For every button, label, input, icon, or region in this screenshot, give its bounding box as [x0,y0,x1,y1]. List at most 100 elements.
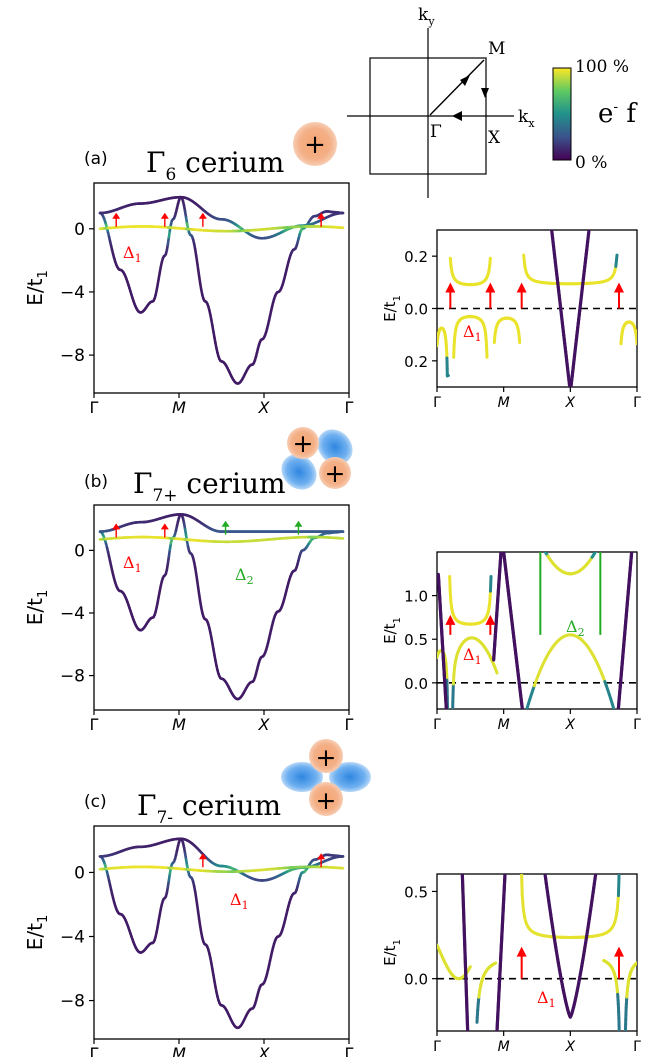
y-axis-label-text: E/t [381,945,399,966]
y-tick-label: 0.2 [404,353,428,371]
gap-label-delta1: Δ1 [123,243,142,265]
plus-icon: + [325,459,346,488]
lower-hybrid-band [623,743,625,749]
lower-hybrid-band [627,762,629,769]
orbital-lobe-orange [319,457,351,489]
gap-label-delta1-sub: 1 [475,654,482,667]
orbital-gamma7plus: + + [281,427,353,490]
orbital-gamma7minus: + + [281,739,371,816]
gap-label-delta1-symbol: Δ [123,243,135,262]
x-tick-label: Γ [90,715,99,734]
panel-a-title: (a) Γ6 cerium [84,146,284,185]
y-tick-label: −4 [60,928,85,948]
upper-hybrid-band [542,545,543,546]
lower-hybrid-band [626,756,628,763]
bz-arrow-mx [481,88,489,98]
panel-a-letter: (a) [84,149,108,169]
upper-hybrid-band [543,547,544,548]
y-tick-label: 1.0 [404,588,428,606]
x-tick-label: Γ [633,395,641,411]
lower-hybrid-band [521,725,523,731]
plot-frame [93,825,350,1040]
gap-arrow-red-head [317,212,326,219]
plus-icon: + [316,743,337,772]
x-tick-label: M [172,398,186,417]
gap-label-delta2-sub: 2 [247,574,254,587]
panel-c-letter: (c) [84,792,107,812]
orbital-lobe-blue [317,429,353,465]
bz-ky-label: ky [418,5,435,28]
x-tick-label: M [498,717,510,733]
gap-label-delta2: Δ2 [566,617,585,639]
lower-hybrid-band [515,749,517,755]
brillouin-zone-inset: ky kx M X Γ [347,5,535,198]
upper-hybrid-band [488,256,492,266]
gap-arrow-green-head [294,520,303,527]
gap-label-delta1: Δ1 [123,553,142,575]
gap-label-delta1-symbol: Δ [123,553,135,572]
y-axis-label: E/t1 [381,939,403,966]
lower-hybrid-band [524,714,526,719]
lower-hybrid-band [620,731,622,737]
y-tick-label: 0.0 [404,675,428,693]
upper-hybrid-band [522,253,527,268]
plot-frame [93,182,350,394]
x-tick-label: Γ [633,717,641,733]
dispersive-band [593,874,598,881]
y-tick-label: 0.5 [404,883,428,901]
colorbar-gradient [552,67,572,161]
orbital-lobe-blue [329,762,371,792]
x-tick-label: Γ [433,1039,441,1055]
y-tick-label: 0 [74,220,85,240]
gap-arrow-red-head [485,614,496,625]
x-tick-label: M [498,1039,510,1055]
x-tick-label: Γ [433,395,441,411]
upper-hybrid-band [598,545,599,546]
lower-hybrid-band [621,737,623,743]
y-axis-label: E/t1 [23,270,51,306]
orbital-lobe-orange [287,427,319,459]
upper-hybrid-band [594,552,597,553]
y-tick-label: 0.5 [404,631,428,649]
orbital-lobe-orange [309,739,343,773]
lower-hybrid-band [615,714,617,719]
y-axis-label-sub: 1 [392,295,403,301]
gap-arrow-red-head [112,212,121,219]
lower-hybrid-band [512,762,513,769]
plus-icon: + [304,130,326,160]
y-axis-label: E/t1 [381,295,403,322]
orbital-lobe-blue [281,762,323,792]
y-axis-label-text: E/t [381,623,399,644]
gap-arrow-red-head [160,523,169,530]
upper-hybrid-band [488,575,493,593]
upper-hybrid-band [543,552,546,553]
gap-arrow-red-head [614,282,624,293]
lower-hybrid-band [629,769,631,776]
colorbar-max-label: 100 % [575,57,629,77]
upper-hybrid-band [599,544,600,546]
x-tick-label: Γ [345,398,354,417]
upper-hybrid-band [616,874,621,898]
y-tick-label: −4 [60,604,85,624]
y-axis-label-sub: 1 [392,939,403,945]
y-axis-label-sub: 1 [392,617,403,623]
x-tick-label: X [565,717,576,733]
upper-hybrid-band [597,547,598,548]
gap-label-delta2-sub: 2 [578,626,585,639]
x-tick-label: X [565,395,576,411]
gap-label-delta1-symbol: Δ [463,645,475,664]
x-tick-label: M [172,1044,186,1057]
lower-hybrid-band [618,725,620,731]
x-tick-label: Γ [433,717,441,733]
lower-hybrid-band [451,672,456,686]
plus-icon: + [316,786,337,815]
x-tick-label: Γ [633,1039,641,1055]
y-tick-label: −8 [60,667,85,687]
upper-hybrid-band [615,894,620,912]
bz-path-gamma-m [429,59,485,116]
lower-hybrid-band [617,720,619,726]
plot-frame [436,551,638,710]
